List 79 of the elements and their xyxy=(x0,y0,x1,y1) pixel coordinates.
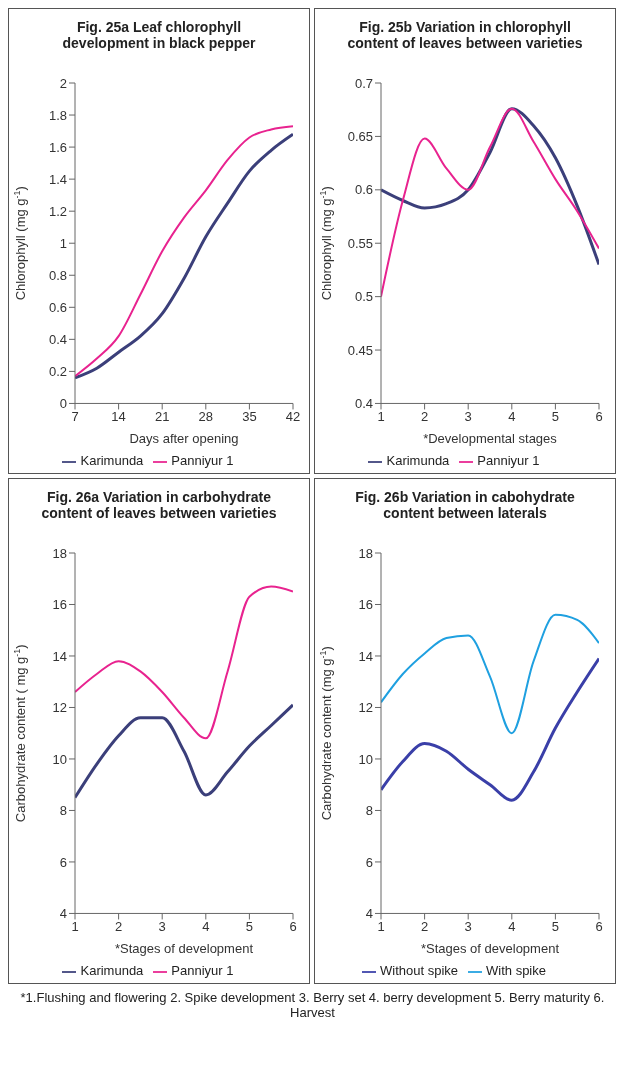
y-tick-label: 0.6 xyxy=(354,182,373,198)
x-tick-label: 4 xyxy=(202,918,210,934)
x-tick-label: 2 xyxy=(420,408,429,424)
x-tick-label: 4 xyxy=(508,918,516,934)
y-tick-label: 0.55 xyxy=(347,235,373,251)
y-tick-label: 8 xyxy=(365,803,373,819)
y-tick-label: 0.5 xyxy=(354,289,373,305)
y-tick-label: 1.2 xyxy=(48,203,67,219)
text: *1.Flushing and flowering 2. Spike development 3. Berry set 4. berry development 5. Berry maturity 6. Harvest xyxy=(19,990,606,1020)
chart-title: Fig. 26a Variation in carbohydrate content of leaves between varieties xyxy=(40,488,278,523)
x-axis-title: *Developmental stages xyxy=(423,431,558,447)
y-tick-label: 18 xyxy=(52,545,67,561)
x-tick-label: 5 xyxy=(551,408,560,424)
y-tick-label: 8 xyxy=(59,803,67,819)
x-tick-label: 21 xyxy=(154,408,170,424)
x-tick-label: 3 xyxy=(158,918,166,934)
x-tick-label: 1 xyxy=(377,918,385,934)
y-tick-label: 0.8 xyxy=(48,267,67,283)
y-tick-label: 4 xyxy=(59,906,67,922)
y-tick-label: 0.65 xyxy=(347,129,373,145)
x-tick-label: 2 xyxy=(420,918,429,934)
x-tick-label: 28 xyxy=(198,408,214,424)
line-series xyxy=(381,657,599,802)
x-tick-label: 5 xyxy=(551,918,560,934)
y-tick-label: 0.2 xyxy=(48,364,67,380)
y-tick-label: 0.4 xyxy=(354,396,373,412)
y-tick-label: 4 xyxy=(365,906,373,922)
line-series xyxy=(381,613,599,735)
line-series xyxy=(75,585,293,740)
y-tick-label: 1.6 xyxy=(48,139,67,155)
chart-title: Fig. 26b Variation in cabohydrate content between laterals xyxy=(354,488,576,523)
x-axis-title: Days after opening xyxy=(129,431,239,447)
legend-label: Panniyur 1 xyxy=(171,453,234,469)
y-tick-label: 1.8 xyxy=(48,107,67,123)
y-tick-label: 16 xyxy=(52,597,67,613)
legend-label: Without spike xyxy=(379,963,459,979)
x-tick-label: 6 xyxy=(289,918,297,934)
legend-label: Panniyur 1 xyxy=(477,453,540,469)
x-tick-label: 42 xyxy=(285,408,301,424)
legend-label: Karimunda xyxy=(386,453,450,469)
x-tick-label: 3 xyxy=(464,918,472,934)
y-tick-label: 0.45 xyxy=(347,342,373,358)
legend-label: With spike xyxy=(486,963,546,979)
x-tick-label: 14 xyxy=(111,408,126,424)
y-tick-label: 0.7 xyxy=(354,75,373,91)
x-tick-label: 6 xyxy=(595,918,603,934)
y-tick-label: 2 xyxy=(59,75,67,91)
y-tick-label: 0.4 xyxy=(48,331,67,347)
y-tick-label: 14 xyxy=(52,648,67,664)
line-series xyxy=(75,703,293,800)
x-tick-label: 2 xyxy=(114,918,123,934)
y-tick-label: 14 xyxy=(358,648,373,664)
legend-label: Karimunda xyxy=(80,453,144,469)
legend-label: Karimunda xyxy=(80,963,144,979)
chart-title: Fig. 25a Leaf chlorophyll development in black pepper xyxy=(61,18,257,53)
y-tick-label: 0.6 xyxy=(48,299,67,315)
y-tick-label: 1.4 xyxy=(48,171,67,187)
y-tick-label: 6 xyxy=(59,854,67,870)
x-axis-title: *Stages of development xyxy=(420,941,560,957)
y-tick-label: 10 xyxy=(358,751,373,767)
x-axis-title: *Stages of development xyxy=(114,941,254,957)
x-tick-label: 3 xyxy=(464,408,472,424)
x-tick-label: 5 xyxy=(245,918,254,934)
x-tick-label: 6 xyxy=(595,408,603,424)
y-tick-label: 0 xyxy=(59,396,67,412)
x-tick-label: 7 xyxy=(71,408,79,424)
x-tick-label: 35 xyxy=(242,408,257,424)
chart-title: Fig. 25b Variation in chlorophyll content of leaves between varieties xyxy=(346,18,584,53)
y-tick-label: 12 xyxy=(52,700,67,716)
x-tick-label: 4 xyxy=(508,408,516,424)
y-tick-label: 16 xyxy=(358,597,373,613)
x-tick-label: 1 xyxy=(377,408,385,424)
y-tick-label: 1 xyxy=(59,235,67,251)
y-tick-label: 18 xyxy=(358,545,373,561)
y-tick-label: 6 xyxy=(365,854,373,870)
x-tick-label: 1 xyxy=(71,918,79,934)
y-tick-label: 10 xyxy=(52,751,67,767)
y-tick-label: 12 xyxy=(358,700,373,716)
legend-label: Panniyur 1 xyxy=(171,963,234,979)
